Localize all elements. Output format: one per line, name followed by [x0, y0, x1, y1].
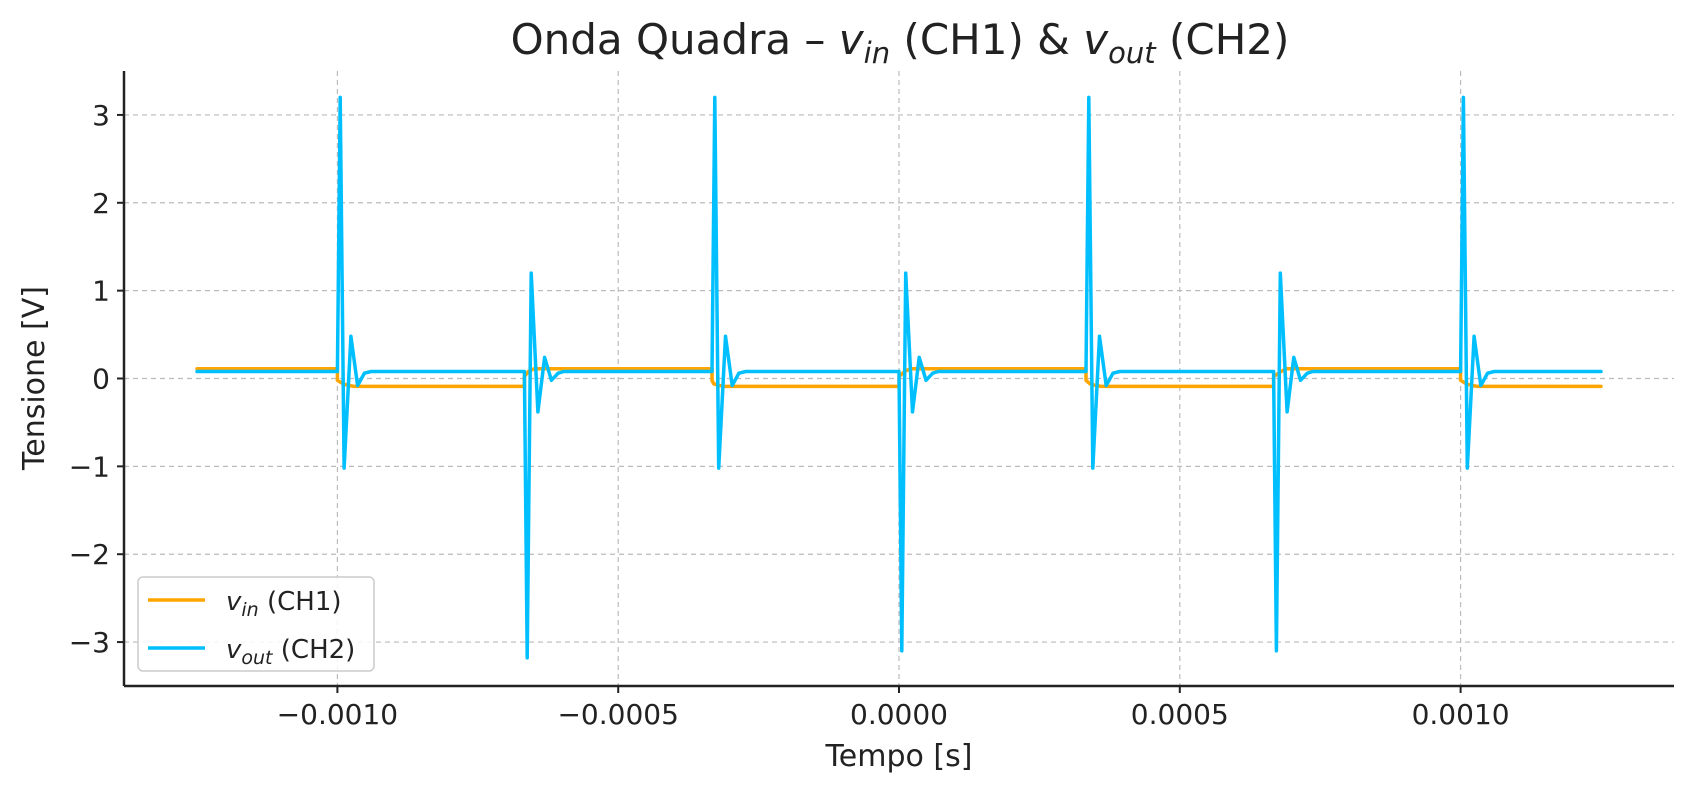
x-tick-label: 0.0005 [1131, 698, 1229, 731]
y-tick-label: 3 [92, 99, 110, 132]
x-tick-label: −0.0010 [277, 698, 398, 731]
x-axis-label: Tempo [s] [825, 739, 973, 774]
y-tick-label: 1 [92, 275, 110, 308]
x-tick-label: 0.0010 [1412, 698, 1510, 731]
legend-label-v-in: vin (CH1) [226, 587, 342, 621]
legend: vin (CH1) vout (CH2) [137, 576, 375, 672]
y-tick-label: −1 [69, 450, 110, 483]
chart-title: Onda Quadra – vin (CH1) & vout (CH2) [511, 15, 1290, 70]
x-tick-label: −0.0005 [557, 698, 678, 731]
series-line-v-in [195, 367, 1603, 389]
series-line-v-out [195, 95, 1603, 660]
legend-label-v-out: vout (CH2) [226, 635, 355, 669]
axis-ticks: −0.0010 −0.0005 0.0000 0.0005 0.0010 3 2 1 0 −1 −2… [69, 99, 1510, 731]
y-tick-label: −2 [69, 538, 110, 571]
x-tick-label: 0.0000 [850, 698, 948, 731]
y-tick-label: 0 [92, 363, 110, 396]
y-axis-label: Tensione [V] [17, 286, 52, 471]
plot-area [195, 95, 1603, 660]
y-tick-label: −3 [69, 626, 110, 659]
y-tick-label: 2 [92, 187, 110, 220]
